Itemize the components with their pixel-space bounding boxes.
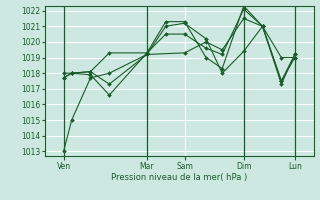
- X-axis label: Pression niveau de la mer( hPa ): Pression niveau de la mer( hPa ): [111, 173, 247, 182]
